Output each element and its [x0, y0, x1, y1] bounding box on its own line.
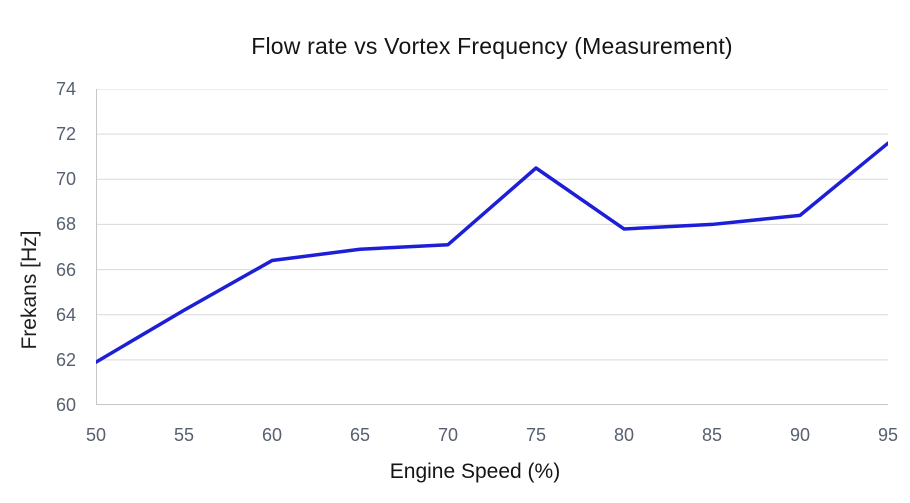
x-axis-title: Engine Speed (%)	[389, 460, 561, 483]
x-tick-label: 75	[525, 425, 547, 445]
x-tick-label: 70	[437, 425, 459, 445]
y-tick-label: 70	[55, 169, 76, 190]
x-tick-label: 90	[789, 425, 811, 445]
y-tick-label: 64	[55, 304, 76, 325]
x-tick-label: 95	[877, 425, 899, 445]
x-tick-label: 80	[613, 425, 635, 445]
y-axis-title: Frekans [Hz]	[18, 230, 41, 350]
y-tick-label: 68	[55, 214, 76, 235]
x-tick-label: 55	[173, 425, 195, 445]
chart-title: Flow rate vs Vortex Frequency (Measureme…	[251, 33, 733, 59]
x-tick-label: 85	[701, 425, 723, 445]
plot-area	[96, 89, 888, 405]
y-tick-label: 66	[55, 259, 76, 280]
x-tick-label: 50	[85, 425, 107, 445]
x-tick-label: 65	[349, 425, 371, 445]
x-tick-label: 60	[261, 425, 283, 445]
y-tick-label: 74	[55, 79, 76, 99]
data-line	[96, 141, 888, 364]
y-tick-label: 60	[55, 395, 76, 415]
y-tick-label: 62	[55, 349, 76, 370]
y-tick-label: 72	[55, 124, 76, 145]
